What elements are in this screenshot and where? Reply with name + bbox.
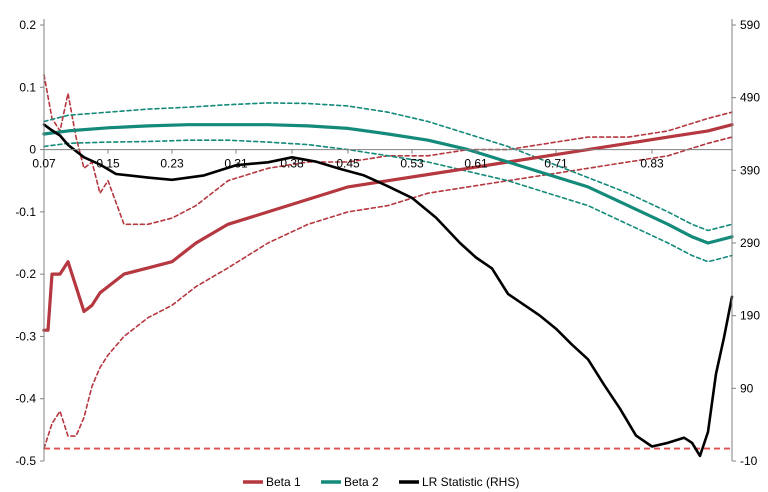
series-beta-2 [42,123,734,245]
x-tick-label: 0.38 [280,157,304,171]
y-left-tick-label: -0.4 [15,392,36,406]
y-right-tick-label: -10 [740,454,758,468]
series-beta-1 [42,123,734,332]
y-right-tick-label: 390 [740,163,760,177]
series-beta-2-lower-band [43,139,733,263]
x-tick-label: 0.07 [32,157,56,171]
y-left-tick-label: -0.3 [15,329,36,343]
x-tick-label: 0.15 [96,157,120,171]
y-left-tick-label: 0.1 [19,80,36,94]
y-left-tick-label: -0.2 [15,267,36,281]
legend-label-lr-statistic-rhs: LR Statistic (RHS) [422,475,519,489]
y-left-tick-label: 0.2 [19,18,36,32]
y-right-tick-label: 290 [740,236,760,250]
y-right-tick-label: 490 [740,91,760,105]
x-tick-label: 0.53 [400,157,424,171]
lines-layer [42,74,734,458]
x-tick-label: 0.83 [640,157,664,171]
y-left-tick-label: -0.1 [15,205,36,219]
series-beta-2-upper-band [43,102,733,232]
series-beta-1-lower-band [43,136,733,450]
series-lr-statistic-rhs [42,123,734,458]
y-left-tick-label: 0 [29,143,36,157]
axes-layer [40,19,736,462]
x-tick-label: 0.31 [224,157,248,171]
y-right-tick-label: 590 [740,18,760,32]
legend: Beta 1 Beta 2 LR Statistic (RHS) [243,475,519,489]
ticks-layer: 0.2 0.1 0 -0.1 -0.2 -0.3 -0.4 -0.5 590 490 390 290 1… [15,18,760,468]
y-left-tick-label: -0.5 [15,454,36,468]
series-beta-1-upper-band [43,74,733,226]
x-tick-label: 0.23 [160,157,184,171]
y-right-tick-label: 190 [740,309,760,323]
x-tick-label: 0.71 [544,157,568,171]
legend-label-beta-1: Beta 1 [266,475,301,489]
legend-label-beta-2: Beta 2 [344,475,379,489]
y-right-tick-label: 90 [740,381,754,395]
x-tick-label: 0.61 [464,157,488,171]
x-tick-label: 0.45 [336,157,360,171]
